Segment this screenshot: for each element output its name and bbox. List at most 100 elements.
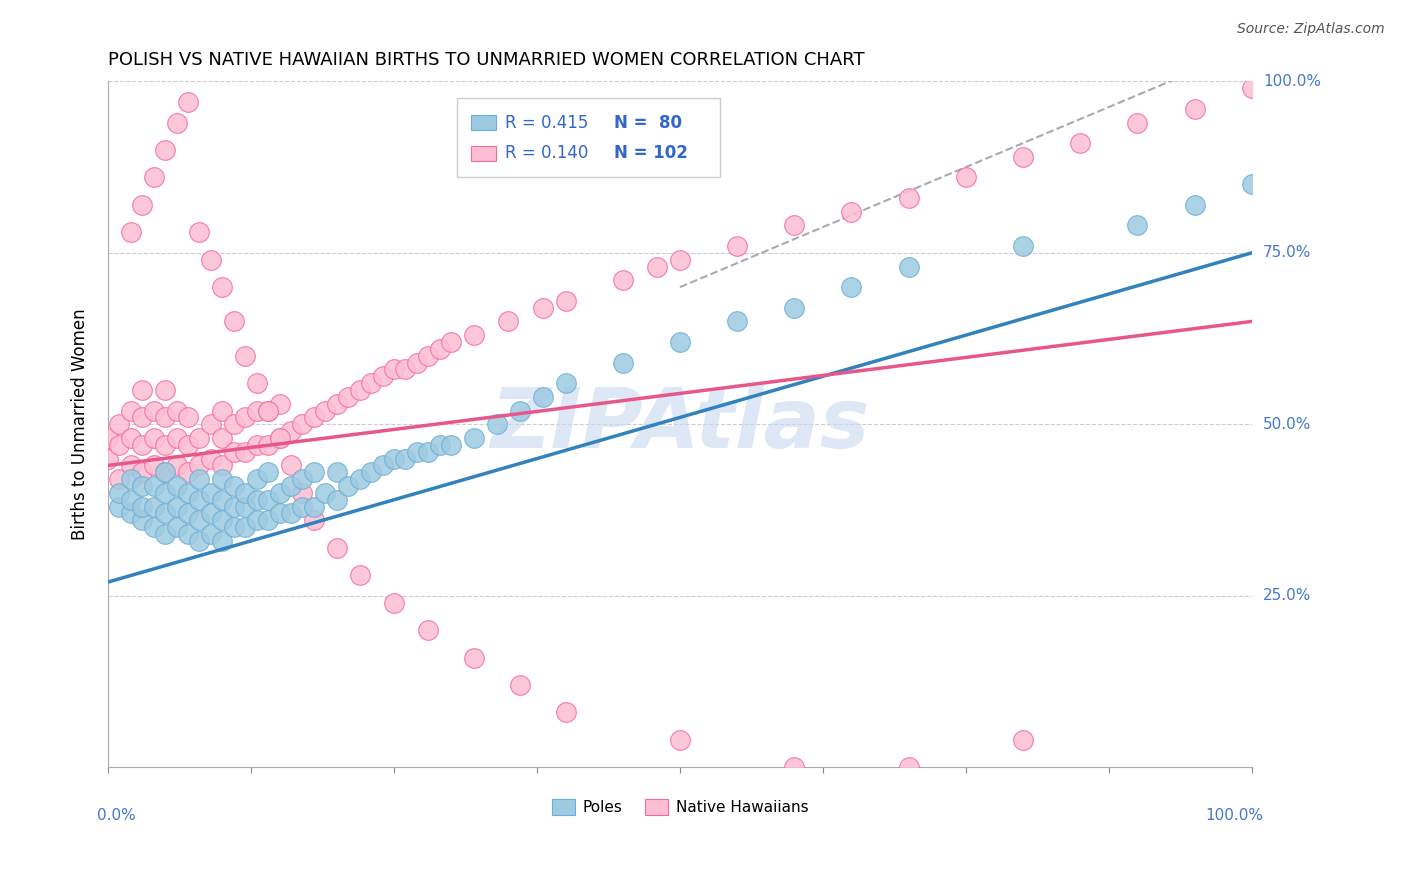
Point	[554, 376, 576, 391]
Point	[669, 334, 692, 349]
Text: 100.0%: 100.0%	[1263, 74, 1322, 89]
Text: Source: ZipAtlas.com: Source: ZipAtlas.com	[1237, 22, 1385, 37]
Point	[783, 219, 806, 233]
Point	[1069, 136, 1091, 150]
Point	[382, 362, 405, 376]
Text: R = 0.140: R = 0.140	[505, 145, 588, 162]
Text: POLISH VS NATIVE HAWAIIAN BIRTHS TO UNMARRIED WOMEN CORRELATION CHART: POLISH VS NATIVE HAWAIIAN BIRTHS TO UNMA…	[108, 51, 865, 69]
Point	[120, 492, 142, 507]
Point	[291, 486, 314, 500]
Point	[371, 458, 394, 473]
Point	[97, 451, 120, 466]
Point	[188, 458, 211, 473]
Point	[200, 451, 222, 466]
Point	[418, 349, 440, 363]
FancyBboxPatch shape	[457, 98, 720, 178]
Point	[131, 198, 153, 212]
FancyBboxPatch shape	[471, 145, 496, 161]
Point	[531, 301, 554, 315]
Point	[302, 513, 325, 527]
Point	[1184, 102, 1206, 116]
Point	[108, 472, 131, 486]
Point	[142, 500, 165, 514]
Point	[177, 527, 200, 541]
Point	[280, 458, 302, 473]
Point	[200, 486, 222, 500]
Point	[257, 403, 280, 417]
Point	[166, 500, 188, 514]
Point	[153, 466, 176, 480]
Point	[233, 520, 256, 534]
Point	[291, 417, 314, 432]
Point	[120, 403, 142, 417]
Point	[233, 486, 256, 500]
Point	[783, 760, 806, 774]
Point	[222, 314, 245, 328]
Point	[314, 403, 336, 417]
Point	[463, 328, 485, 343]
Point	[269, 486, 291, 500]
Point	[142, 520, 165, 534]
Point	[554, 706, 576, 720]
Point	[405, 444, 427, 458]
Text: 50.0%: 50.0%	[1263, 417, 1312, 432]
Point	[280, 507, 302, 521]
Point	[725, 314, 748, 328]
Text: N = 102: N = 102	[613, 145, 688, 162]
Point	[153, 438, 176, 452]
Text: 25.0%: 25.0%	[1263, 589, 1312, 603]
Point	[233, 349, 256, 363]
Point	[188, 492, 211, 507]
Point	[200, 527, 222, 541]
Point	[429, 342, 451, 356]
Point	[509, 403, 531, 417]
Point	[291, 500, 314, 514]
Point	[153, 486, 176, 500]
Point	[485, 417, 508, 432]
Point	[222, 479, 245, 493]
Point	[166, 479, 188, 493]
Point	[211, 458, 233, 473]
Point	[153, 466, 176, 480]
Point	[200, 252, 222, 267]
Point	[326, 541, 349, 555]
Point	[337, 479, 360, 493]
Point	[302, 410, 325, 425]
Point	[955, 170, 977, 185]
Point	[645, 260, 668, 274]
Point	[1240, 81, 1263, 95]
Point	[302, 500, 325, 514]
Point	[418, 444, 440, 458]
Point	[166, 520, 188, 534]
Point	[440, 438, 463, 452]
Point	[1184, 198, 1206, 212]
Point	[669, 252, 692, 267]
Point	[1240, 178, 1263, 192]
Point	[211, 513, 233, 527]
Point	[131, 466, 153, 480]
Point	[349, 472, 371, 486]
Point	[1126, 219, 1149, 233]
Point	[177, 410, 200, 425]
Point	[418, 623, 440, 637]
Point	[200, 417, 222, 432]
Text: R = 0.415: R = 0.415	[505, 113, 588, 131]
Point	[153, 410, 176, 425]
Point	[200, 507, 222, 521]
Point	[302, 466, 325, 480]
Point	[153, 143, 176, 157]
Point	[531, 390, 554, 404]
Point	[841, 280, 863, 294]
Point	[269, 507, 291, 521]
Point	[257, 403, 280, 417]
Point	[177, 486, 200, 500]
Point	[108, 500, 131, 514]
Text: N =  80: N = 80	[613, 113, 682, 131]
Point	[211, 431, 233, 445]
Point	[1012, 732, 1035, 747]
Point	[463, 431, 485, 445]
Point	[498, 314, 520, 328]
Point	[314, 486, 336, 500]
Point	[131, 383, 153, 397]
Point	[269, 431, 291, 445]
